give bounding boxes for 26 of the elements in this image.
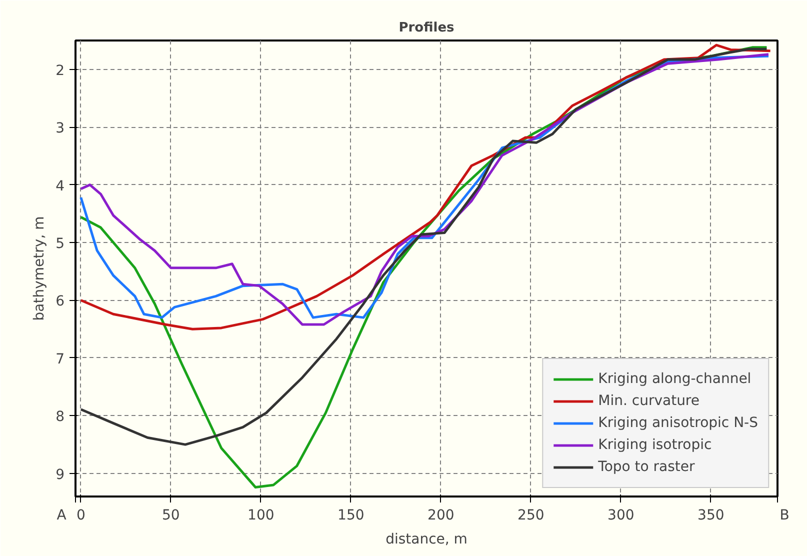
text: A [56,508,66,524]
y-tick-label: 7 [56,351,65,368]
y-tick-label: 8 [56,409,65,426]
y-tick-label: 4 [56,178,65,194]
x-tick-label: 0 [76,508,86,524]
legend-label: Topo to raster [598,459,695,475]
legend-label: Kriging along-channel [598,371,752,387]
x-tick-label: 300 [608,508,634,524]
legend-label: Kriging anisotropic N-S [598,415,758,431]
y-tick-label: 5 [56,236,65,252]
y-tick-label: 6 [56,294,65,310]
y-tick-label: 2 [56,62,65,79]
y-axis-title: bathymetry, m [32,216,48,321]
y-tick-label: 3 [56,120,65,137]
x-tick-label: 100 [248,508,274,524]
chart-title: Profiles [398,20,455,36]
x-tick-label: 200 [428,508,454,524]
x-tick-label: 50 [162,508,180,524]
x-tick-label: 350 [698,508,724,524]
legend-label: Min. curvature [598,393,700,409]
y-tick-label: 9 [56,466,65,483]
legend-label: Kriging isotropic [598,437,712,453]
x-tick-label: 250 [518,508,544,524]
x-axis-title: distance, m [386,532,468,548]
x-tick-label: 150 [338,508,364,524]
text: B [766,508,790,524]
